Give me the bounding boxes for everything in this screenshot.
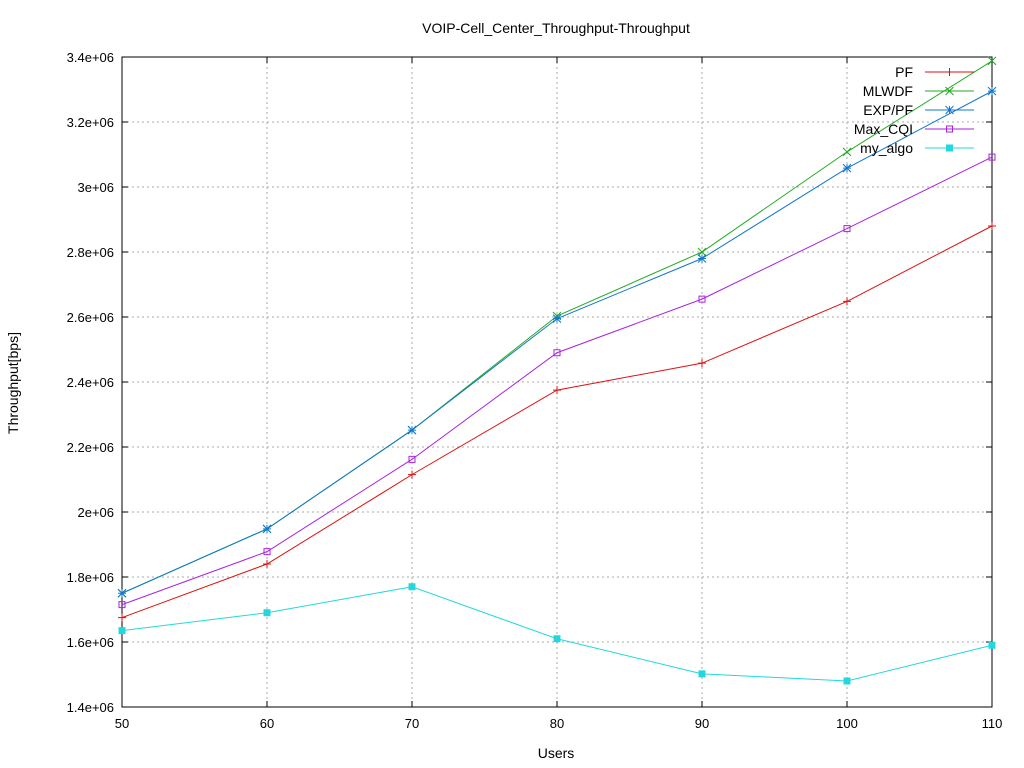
data-point xyxy=(842,163,852,173)
x-tick-label: 70 xyxy=(405,716,419,731)
y-tick-label: 1.8e+06 xyxy=(67,570,114,585)
data-point xyxy=(945,68,954,76)
data-point xyxy=(117,588,127,598)
legend-label: PF xyxy=(895,64,913,80)
x-tick-label: 100 xyxy=(836,716,858,731)
legend: PF MLWDF EXP/PF Max_CQI my_algo xyxy=(854,64,974,156)
x-tick-label: 90 xyxy=(695,716,709,731)
y-axis: 1.4e+06 1.6e+06 1.8e+06 2e+06 2.2e+06 2.4e+06… xyxy=(67,50,992,715)
data-point xyxy=(698,359,706,368)
data-point xyxy=(553,386,561,395)
data-point xyxy=(408,583,416,591)
data-point xyxy=(263,609,271,617)
legend-label: Max_CQI xyxy=(854,121,913,137)
data-point xyxy=(988,153,996,161)
y-tick-label: 2.4e+06 xyxy=(67,375,114,390)
y-tick-label: 2e+06 xyxy=(77,505,114,520)
data-point xyxy=(946,144,953,152)
y-tick-label: 3.4e+06 xyxy=(67,50,114,65)
x-axis: 50 60 70 80 90 100 110 xyxy=(115,57,1003,731)
data-point xyxy=(843,297,851,306)
data-point xyxy=(263,560,271,568)
x-axis-label: Users xyxy=(538,745,575,761)
data-point xyxy=(842,147,852,157)
series-exp-pf xyxy=(117,86,997,598)
legend-label: EXP/PF xyxy=(863,102,913,118)
data-point xyxy=(118,627,126,635)
series-line xyxy=(121,156,993,606)
data-point xyxy=(945,86,954,96)
y-tick-label: 3.2e+06 xyxy=(67,115,114,130)
data-point xyxy=(987,56,997,66)
data-point xyxy=(843,225,851,233)
data-point xyxy=(552,314,562,323)
data-point xyxy=(697,247,707,257)
series-pf xyxy=(118,222,996,622)
x-tick-label: 60 xyxy=(260,716,274,731)
chart-title: VOIP-Cell_Center_Throughput-Throughput xyxy=(422,20,690,36)
data-point xyxy=(262,524,272,534)
data-point xyxy=(408,455,416,463)
data-point xyxy=(407,425,417,435)
data-point xyxy=(987,86,997,96)
data-point xyxy=(408,470,416,479)
legend-item: EXP/PF xyxy=(863,102,974,118)
series-group xyxy=(117,56,997,685)
y-tick-label: 3e+06 xyxy=(77,180,114,195)
y-tick-label: 2.8e+06 xyxy=(67,245,114,260)
y-tick-label: 1.6e+06 xyxy=(67,635,114,650)
legend-label: MLWDF xyxy=(863,83,913,99)
x-tick-label: 50 xyxy=(115,716,129,731)
grid xyxy=(122,57,992,707)
data-point xyxy=(945,105,954,115)
series-my-algo xyxy=(118,583,996,685)
data-point xyxy=(263,548,271,556)
legend-label: my_algo xyxy=(860,140,913,156)
data-point xyxy=(553,349,561,357)
series-max-cqi xyxy=(118,153,996,609)
data-point xyxy=(118,613,126,622)
legend-item: MLWDF xyxy=(863,83,974,99)
legend-item: my_algo xyxy=(860,140,974,156)
data-point xyxy=(988,222,996,230)
x-tick-label: 80 xyxy=(550,716,564,731)
data-point xyxy=(843,677,851,685)
legend-item: PF xyxy=(895,64,974,80)
legend-item: Max_CQI xyxy=(854,121,974,137)
y-tick-label: 2.2e+06 xyxy=(67,440,114,455)
data-point xyxy=(553,635,561,643)
data-point xyxy=(946,125,953,133)
x-tick-label: 110 xyxy=(982,716,1003,731)
data-point xyxy=(988,641,996,649)
y-tick-label: 1.4e+06 xyxy=(67,700,114,715)
data-point xyxy=(697,254,707,263)
data-point xyxy=(698,295,706,303)
y-tick-label: 2.6e+06 xyxy=(67,310,114,325)
data-point xyxy=(698,670,706,678)
y-axis-label: Throughput[bps] xyxy=(5,332,21,434)
data-point xyxy=(118,601,126,609)
